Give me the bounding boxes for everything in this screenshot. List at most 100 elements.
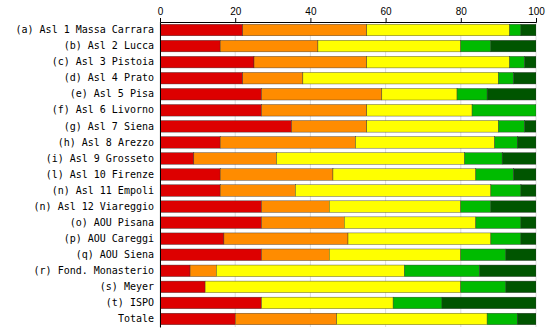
tick-label: (i) Asl 9 Grosseto xyxy=(46,153,154,164)
bar xyxy=(525,121,536,133)
bar xyxy=(521,233,536,245)
bar xyxy=(220,169,333,181)
bar xyxy=(367,56,510,68)
tick: 60 xyxy=(381,6,393,22)
bar xyxy=(348,233,491,245)
bar xyxy=(498,121,524,133)
bar xyxy=(160,233,224,245)
bar xyxy=(513,72,536,84)
bar xyxy=(216,265,404,277)
bar xyxy=(337,313,487,325)
bar xyxy=(160,249,262,261)
tick-label: 0 xyxy=(158,6,164,17)
bars xyxy=(160,24,536,325)
bar xyxy=(536,105,537,117)
tick-label: (h) Asl 8 Arezzo xyxy=(58,137,154,148)
tick-label: Totale xyxy=(118,313,154,324)
tick: (a) Asl 1 Massa Carrara xyxy=(16,24,160,35)
tick: (n) Asl 11 Empoli xyxy=(52,185,160,196)
tick: (r) Fond. Monasterio xyxy=(34,265,160,276)
series xyxy=(442,24,536,325)
bar xyxy=(224,233,348,245)
bar xyxy=(220,40,318,52)
bar xyxy=(205,281,461,293)
tick-label: 20 xyxy=(230,6,242,17)
bar xyxy=(517,313,536,325)
bar xyxy=(160,105,262,117)
bar xyxy=(487,313,517,325)
bar xyxy=(442,297,536,309)
tick-label: 60 xyxy=(381,6,393,17)
tick: 100 xyxy=(528,6,545,22)
tick: (b) Asl 2 Lucca xyxy=(64,40,160,51)
tick-label: (e) Asl 5 Pisa xyxy=(70,88,154,99)
bar xyxy=(160,185,220,197)
bar xyxy=(295,185,491,197)
bar xyxy=(344,217,476,229)
tick: (p) AOU Careggi xyxy=(64,233,160,244)
tick-label: 80 xyxy=(456,6,468,17)
bar xyxy=(461,281,506,293)
bar xyxy=(160,121,292,133)
frame xyxy=(536,22,537,327)
tick-label: (n) Asl 11 Empoli xyxy=(52,185,154,196)
bar xyxy=(487,88,536,100)
bar xyxy=(461,201,491,213)
tick: 0 xyxy=(158,6,164,22)
tick: (o) AOU Pisana xyxy=(70,217,160,228)
tick: (q) AOU Siena xyxy=(76,249,160,260)
bar xyxy=(160,297,262,309)
bar xyxy=(382,88,457,100)
bar xyxy=(521,24,536,36)
tick-label: (q) AOU Siena xyxy=(76,249,154,260)
tick-label: (a) Asl 1 Massa Carrara xyxy=(16,24,154,35)
tick: 20 xyxy=(230,6,242,22)
bar xyxy=(254,56,367,68)
bar xyxy=(495,137,518,149)
y-axis: (a) Asl 1 Massa Carrara(b) Asl 2 Lucca(c… xyxy=(16,23,161,328)
bar xyxy=(393,297,442,309)
bar xyxy=(367,121,499,133)
bar xyxy=(160,72,243,84)
tick-label: 40 xyxy=(305,6,317,17)
tick-mark xyxy=(235,18,236,22)
bar xyxy=(513,169,536,181)
bar xyxy=(367,105,472,117)
bar xyxy=(160,281,205,293)
tick: (f) Asl 6 Livorno xyxy=(52,104,160,115)
bar xyxy=(243,72,303,84)
bar xyxy=(292,121,367,133)
tick-label: (p) AOU Careggi xyxy=(64,233,154,244)
tick-label: (s) Meyer xyxy=(100,281,154,292)
bar xyxy=(356,137,495,149)
plot: 0 20 40 60 80 100 (a) Asl 1 Massa Carrara (b) A… xyxy=(16,6,546,328)
tick: (e) Asl 5 Pisa xyxy=(70,88,160,99)
bar xyxy=(303,72,499,84)
bar xyxy=(160,137,220,149)
bar xyxy=(160,201,262,213)
tick-label: (l) Asl 10 Firenze xyxy=(46,169,154,180)
series xyxy=(205,24,510,325)
bar xyxy=(262,88,382,100)
bar xyxy=(160,313,235,325)
tick-label: (g) Asl 7 Siena xyxy=(64,121,154,132)
tick: 40 xyxy=(305,6,317,22)
chart: 0 20 40 60 80 100 (a) Asl 1 Massa Carrara (b) A… xyxy=(0,0,550,333)
tick: 80 xyxy=(456,6,468,22)
bar xyxy=(476,169,514,181)
bar xyxy=(491,201,536,213)
tick: (d) Asl 4 Prato xyxy=(64,72,160,83)
tick: (n) Asl 12 Viareggio xyxy=(34,201,160,212)
bar xyxy=(461,40,491,52)
bar xyxy=(465,153,503,165)
bar xyxy=(160,217,262,229)
bar xyxy=(243,24,367,36)
bar xyxy=(262,105,367,117)
bar xyxy=(262,201,330,213)
bar xyxy=(220,137,355,149)
bar xyxy=(510,56,525,68)
tick: (s) Meyer xyxy=(100,281,160,292)
bar xyxy=(190,265,216,277)
bar xyxy=(498,72,513,84)
bar xyxy=(160,265,190,277)
